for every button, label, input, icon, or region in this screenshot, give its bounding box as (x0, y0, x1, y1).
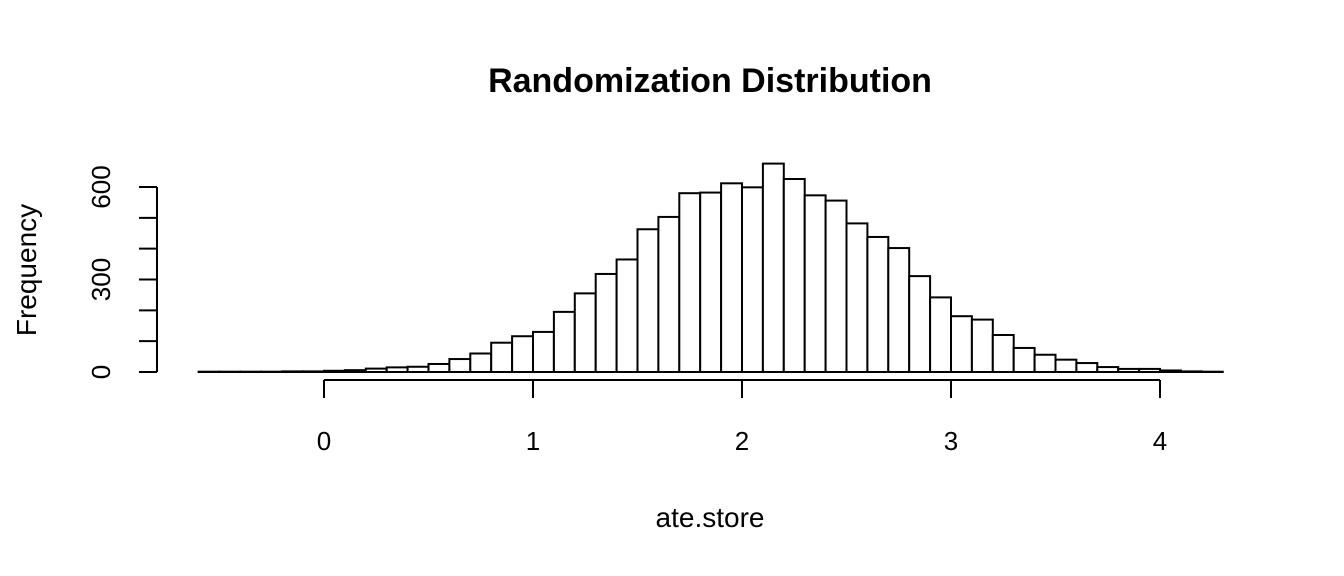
histogram-bar (1033, 353, 1057, 373)
histogram-bar (615, 258, 639, 373)
x-tick-label: 0 (317, 426, 331, 456)
y-axis: 0 300 600 (86, 165, 158, 379)
histogram-bar (490, 341, 514, 373)
y-tick-label: 300 (86, 258, 116, 301)
histogram-bar (782, 178, 806, 373)
y-tick-label: 600 (86, 165, 116, 208)
x-axis: 0 1 2 3 4 (317, 379, 1167, 456)
histogram-bar (594, 272, 618, 373)
histogram-bar (803, 194, 827, 373)
histogram-bar (866, 235, 890, 373)
y-tick-label: 0 (86, 365, 116, 379)
y-axis-label: Frequency (11, 204, 42, 336)
histogram-bar (532, 330, 555, 374)
histogram-bar (636, 228, 660, 373)
histogram-bar (427, 362, 451, 374)
histogram-bar (950, 315, 973, 374)
histogram-bar (741, 186, 764, 373)
histogram-bar (699, 191, 723, 373)
histogram-bar (991, 334, 1015, 373)
histogram-bar (887, 247, 911, 373)
histogram-bar (1012, 346, 1036, 374)
histogram-bar (678, 192, 702, 373)
histogram-bar (929, 296, 952, 374)
histogram-bar (1075, 362, 1099, 373)
histogram-bars (197, 162, 1224, 374)
histogram-bar (1054, 358, 1078, 374)
histogram-bar (469, 352, 493, 373)
x-tick-label: 4 (1153, 426, 1167, 456)
x-tick-label: 1 (526, 426, 540, 456)
histogram-bar (448, 358, 472, 373)
histogram-bar (824, 199, 848, 373)
histogram-bar (761, 162, 785, 373)
chart-title: Randomization Distribution (488, 62, 932, 100)
histogram-bar (908, 275, 932, 373)
x-axis-label: ate.store (656, 502, 765, 533)
x-tick-label: 3 (944, 426, 958, 456)
histogram-bar (573, 292, 597, 374)
histogram-bar (511, 335, 534, 373)
histogram-bar (970, 318, 994, 373)
histogram-bar (720, 182, 743, 373)
histogram-bar (552, 310, 576, 374)
histogram-bar (657, 215, 681, 373)
x-tick-label: 2 (735, 426, 749, 456)
histogram-bar (845, 222, 869, 373)
